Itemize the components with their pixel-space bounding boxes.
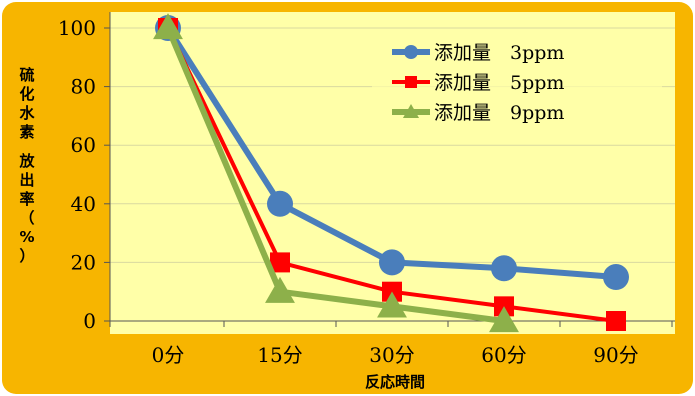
data-point-triangle <box>377 291 407 318</box>
x-tick-label: 90分 <box>593 343 638 367</box>
x-axis-label: 反応時間 <box>365 373 425 391</box>
y-tick-label: 80 <box>71 75 96 99</box>
data-point-circle <box>603 264 629 291</box>
series-line <box>165 26 505 324</box>
legend: 添加量 3ppm 添加量 5ppm 添加量 9ppm <box>372 35 662 135</box>
x-tick-label: 0分 <box>152 343 185 367</box>
data-point-circle <box>491 255 517 282</box>
series-3 <box>153 13 519 333</box>
data-point-square <box>606 311 626 331</box>
data-point-triangle <box>489 306 519 333</box>
legend-label: 添加量 3ppm <box>434 42 564 64</box>
y-axis-label-char: % <box>19 228 34 246</box>
legend-marker <box>404 45 418 59</box>
y-tick-label: 40 <box>71 192 96 216</box>
y-axis-label-char: 放 <box>18 152 35 170</box>
legend-marker <box>405 76 417 88</box>
x-tick-label: 60分 <box>481 343 526 367</box>
y-axis-label-char: （ <box>19 209 34 227</box>
data-point-circle <box>379 249 405 276</box>
y-axis-label-char: 水 <box>19 104 35 122</box>
y-axis-label-char: ） <box>19 247 34 265</box>
legend-marker <box>402 104 420 118</box>
y-tick-labels: 0 20 40 60 80 100 <box>58 16 96 333</box>
y-tick-label: 60 <box>71 133 96 157</box>
y-axis-label-char: 素 <box>19 123 34 141</box>
data-point-circle <box>267 190 293 217</box>
x-tick-labels: 0分 15分 30分 60分 90分 <box>152 343 639 367</box>
y-axis-label-char: 率 <box>19 190 34 208</box>
y-axis-label-char: 出 <box>19 171 34 189</box>
x-tick-label: 15分 <box>257 343 302 367</box>
x-tick-label: 30分 <box>369 343 414 367</box>
legend-label: 添加量 9ppm <box>434 102 564 124</box>
data-point-triangle <box>265 276 295 303</box>
y-axis-label-char: 硫 <box>19 66 34 84</box>
y-axis-label-char: 化 <box>19 85 34 103</box>
series-1 <box>155 15 629 291</box>
data-point-triangle <box>153 13 183 40</box>
y-tick-label: 0 <box>83 309 96 333</box>
y-tick-label: 100 <box>58 16 96 40</box>
series-group <box>153 13 629 333</box>
data-point-square <box>270 252 290 273</box>
y-tick-label: 20 <box>71 250 96 274</box>
legend-label: 添加量 5ppm <box>434 72 564 94</box>
axes <box>104 12 675 327</box>
